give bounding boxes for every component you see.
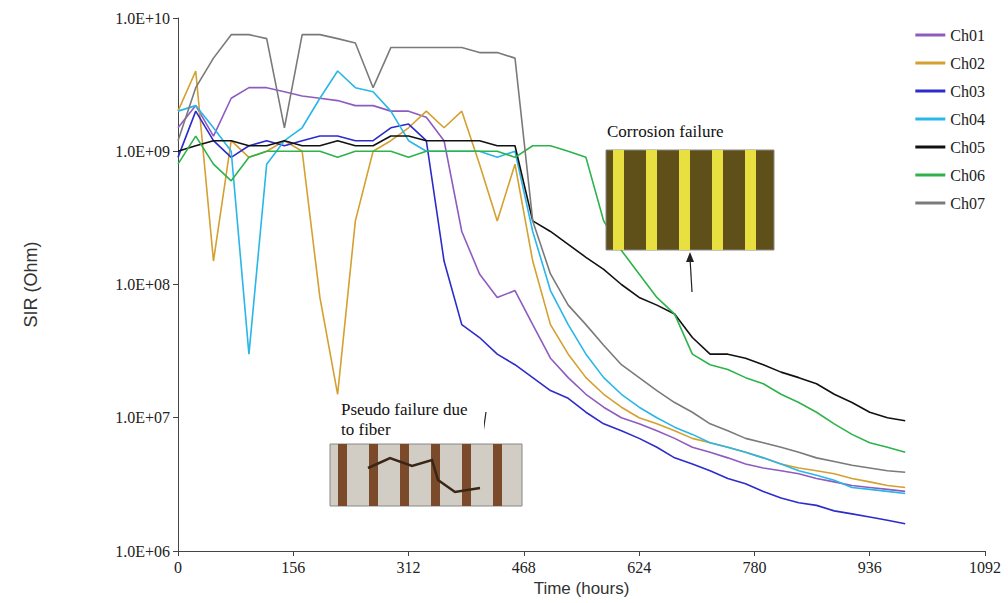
svg-text:1.0E+08: 1.0E+08 [115, 276, 170, 293]
svg-text:156: 156 [281, 559, 305, 576]
svg-text:1.0E+09: 1.0E+09 [115, 143, 170, 160]
svg-text:1.0E+06: 1.0E+06 [115, 543, 170, 560]
svg-text:936: 936 [858, 559, 882, 576]
svg-text:1092: 1092 [969, 559, 1001, 576]
svg-text:Ch05: Ch05 [950, 139, 985, 156]
svg-text:SIR (Ohm): SIR (Ohm) [21, 241, 41, 327]
svg-text:Corrosion failure: Corrosion failure [607, 122, 724, 141]
svg-text:1.0E+10: 1.0E+10 [115, 10, 170, 27]
svg-text:1.0E+07: 1.0E+07 [115, 409, 170, 426]
svg-text:312: 312 [397, 559, 421, 576]
svg-text:Ch04: Ch04 [950, 111, 985, 128]
svg-text:Time (hours): Time (hours) [534, 579, 630, 598]
svg-text:Ch07: Ch07 [950, 195, 985, 212]
svg-text:0: 0 [174, 559, 182, 576]
svg-text:Ch01: Ch01 [950, 27, 985, 44]
svg-text:Pseudo failure due: Pseudo failure due [341, 400, 472, 419]
svg-text:624: 624 [627, 559, 651, 576]
svg-text:780: 780 [742, 559, 766, 576]
svg-text:Ch02: Ch02 [950, 55, 985, 72]
svg-text:to fiber: to fiber [341, 420, 391, 439]
svg-text:Ch06: Ch06 [950, 167, 985, 184]
svg-text:Ch03: Ch03 [950, 83, 985, 100]
svg-text:468: 468 [512, 559, 536, 576]
